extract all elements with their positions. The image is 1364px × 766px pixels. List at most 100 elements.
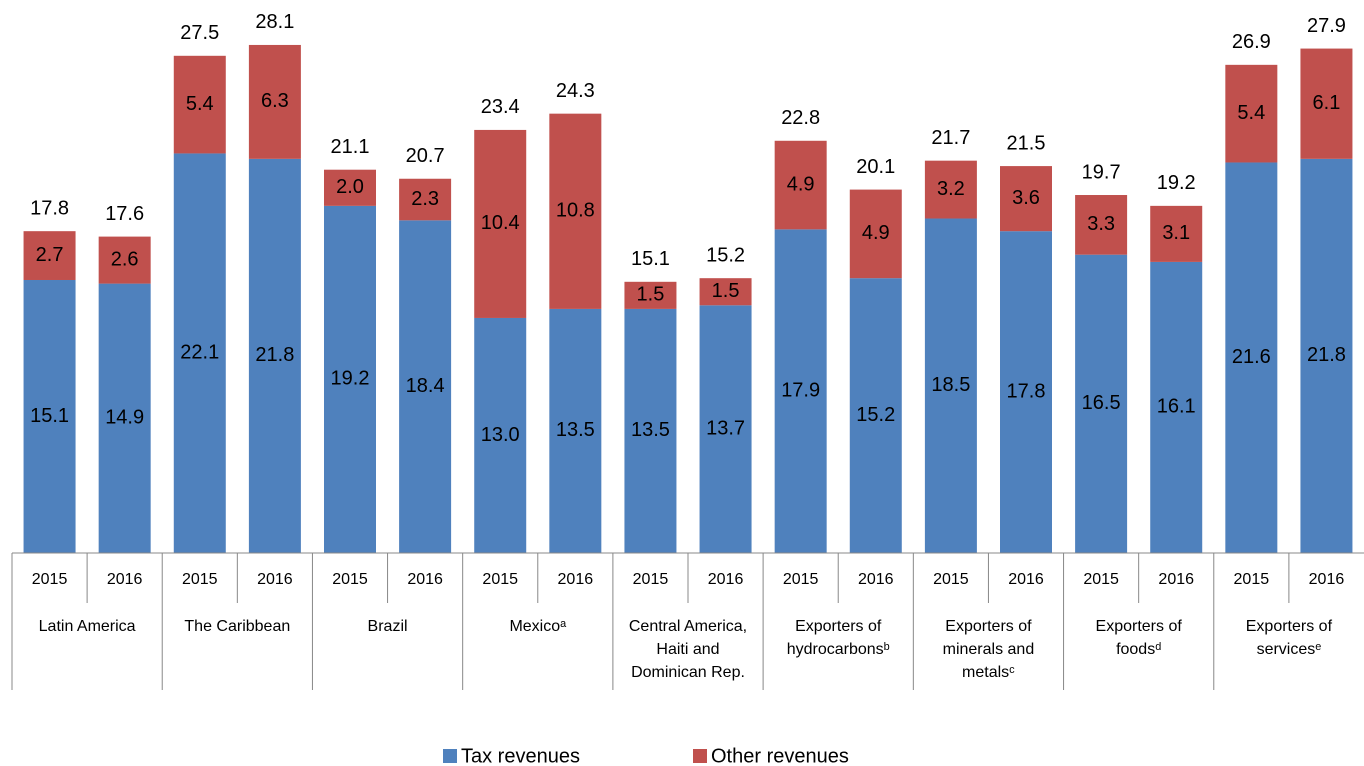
- bar-segment: [324, 205, 376, 553]
- total-label: 15.2: [706, 244, 745, 266]
- data-label: 21.8: [255, 344, 294, 366]
- legend-label: Other revenues: [711, 745, 849, 766]
- group-label: Brazil: [368, 618, 408, 635]
- data-label: 3.6: [1012, 187, 1040, 209]
- x-tick-label: 2015: [182, 571, 218, 588]
- data-label: 19.2: [331, 368, 370, 390]
- bar-segment: [1300, 48, 1353, 159]
- legend-label: Tax revenues: [461, 745, 580, 766]
- bar-segment: [849, 189, 902, 279]
- group-label: Exporters of: [945, 618, 1032, 635]
- bar-segment: [23, 279, 76, 553]
- group-label: Central America,: [629, 618, 747, 635]
- total-label: 21.1: [331, 136, 370, 158]
- bar-segment: [1000, 166, 1052, 232]
- bar-segment: [248, 44, 301, 159]
- x-tick-label: 2016: [1008, 571, 1044, 588]
- total-label: 24.3: [556, 80, 595, 102]
- data-label: 16.5: [1082, 392, 1121, 414]
- x-tick-label: 2015: [933, 571, 969, 588]
- group-label: servicesᵉ: [1257, 641, 1322, 658]
- group-label: Dominican Rep.: [631, 664, 745, 681]
- bar-segment: [549, 308, 602, 553]
- bar-segment: [1150, 261, 1203, 553]
- data-label: 13.0: [481, 424, 520, 446]
- bar-segment: [924, 218, 977, 553]
- total-label: 26.9: [1232, 31, 1271, 53]
- bar-segment: [699, 278, 752, 306]
- total-label: 22.8: [781, 107, 820, 129]
- x-tick-label: 2016: [107, 571, 143, 588]
- data-label: 13.5: [631, 419, 670, 441]
- total-label: 23.4: [481, 96, 520, 118]
- data-label: 4.9: [787, 173, 815, 195]
- data-label: 16.1: [1157, 396, 1196, 418]
- data-label: 13.5: [556, 419, 595, 441]
- data-label: 18.5: [931, 374, 970, 396]
- total-label: 28.1: [255, 11, 294, 33]
- total-label: 27.9: [1307, 15, 1346, 37]
- total-label: 17.6: [105, 203, 144, 225]
- data-label: 17.8: [1007, 380, 1046, 402]
- bar-segment: [1225, 162, 1278, 554]
- bar-segment: [324, 169, 376, 206]
- total-label: 21.5: [1007, 132, 1046, 154]
- group-label: The Caribbean: [184, 618, 290, 635]
- group-label: metalsᶜ: [962, 664, 1015, 681]
- data-label: 10.8: [556, 200, 595, 222]
- data-label: 2.3: [411, 188, 439, 210]
- data-label: 15.1: [30, 405, 69, 427]
- group-label: Latin America: [39, 618, 136, 635]
- bar-segment: [23, 231, 76, 280]
- data-label: 2.0: [336, 176, 364, 198]
- data-label: 22.1: [180, 341, 219, 363]
- x-tick-label: 2015: [32, 571, 68, 588]
- total-label: 19.7: [1082, 161, 1121, 183]
- total-label: 19.2: [1157, 172, 1196, 194]
- x-tick-label: 2015: [633, 571, 669, 588]
- group-label: Exporters of: [795, 618, 882, 635]
- group-label: hydrocarbonsᵇ: [787, 641, 890, 658]
- bar-segment: [849, 278, 902, 553]
- data-label: 14.9: [105, 407, 144, 429]
- bar-segment: [1075, 254, 1128, 553]
- group-label: Mexicoᵃ: [509, 618, 567, 635]
- x-tick-label: 2016: [558, 571, 594, 588]
- data-label: 1.5: [637, 284, 665, 306]
- bar-segment: [549, 113, 602, 309]
- data-label: 5.4: [1237, 102, 1265, 124]
- data-label: 15.2: [856, 404, 895, 426]
- bar-segment: [624, 308, 677, 553]
- data-label: 1.5: [712, 280, 740, 302]
- data-label: 2.6: [111, 248, 139, 270]
- bar-segment: [1225, 64, 1278, 163]
- group-label: Exporters of: [1096, 618, 1183, 635]
- data-label: 3.2: [937, 178, 965, 200]
- bar-segment: [1150, 205, 1203, 262]
- bar-segment: [474, 129, 527, 318]
- x-tick-label: 2016: [407, 571, 443, 588]
- bar-segment: [173, 55, 226, 154]
- bar-segment: [774, 229, 827, 554]
- bar-segment: [399, 220, 452, 553]
- data-label: 21.6: [1232, 346, 1271, 368]
- bar-segment: [774, 140, 827, 230]
- data-label: 10.4: [481, 212, 520, 234]
- data-label: 21.8: [1307, 344, 1346, 366]
- x-tick-label: 2016: [1309, 571, 1345, 588]
- group-label: Exporters of: [1246, 618, 1333, 635]
- bar-segment: [98, 283, 151, 553]
- total-label: 17.8: [30, 197, 69, 219]
- data-label: 6.1: [1313, 92, 1341, 114]
- bar-segment: [248, 158, 301, 553]
- bar-segment: [699, 305, 752, 553]
- data-label: 5.4: [186, 93, 214, 115]
- group-label: Haiti and: [656, 641, 719, 658]
- group-label: foodsᵈ: [1116, 641, 1161, 658]
- bar-segment: [924, 160, 977, 219]
- total-label: 15.1: [631, 248, 670, 270]
- x-tick-label: 2015: [482, 571, 518, 588]
- x-tick-label: 2016: [708, 571, 744, 588]
- data-label: 3.1: [1162, 222, 1190, 244]
